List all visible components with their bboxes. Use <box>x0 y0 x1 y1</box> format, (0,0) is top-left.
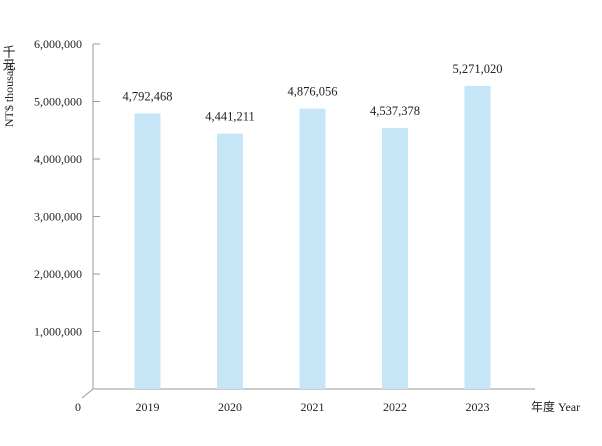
x-axis-title: 年度 Year <box>531 399 580 414</box>
y-tick-label: 0 <box>75 400 81 414</box>
y-tick-label: 5,000,000 <box>34 95 82 109</box>
bar-2020 <box>217 133 243 389</box>
y-tick-labels: 0 1,000,000 2,000,000 3,000,000 4,000,000 5,0… <box>34 37 82 414</box>
bar-2022 <box>382 128 408 389</box>
x-tick-labels: 2019 2020 2021 2022 2023 <box>136 400 490 414</box>
y-tick-label: 6,000,000 <box>34 37 82 51</box>
bar-2023 <box>464 85 491 389</box>
data-label-2019: 4,792,468 <box>123 89 173 103</box>
x-tick-label-2023: 2023 <box>466 400 490 414</box>
x-tick-label-2022: 2022 <box>383 400 407 414</box>
y-axis-title: NT$ thousand <box>2 59 16 127</box>
x-tick-label-2020: 2020 <box>218 400 242 414</box>
data-label-2023: 5,271,020 <box>453 62 503 76</box>
x-axis <box>81 388 535 399</box>
x-tick-label-2019: 2019 <box>136 400 160 414</box>
data-label-2022: 4,537,378 <box>370 104 420 118</box>
data-label-2021: 4,876,056 <box>288 85 338 99</box>
x-tick-label-2021: 2021 <box>301 400 325 414</box>
y-tick-label: 3,000,000 <box>34 210 82 224</box>
y-tick-marks <box>93 43 100 332</box>
data-labels: 4,792,468 4,441,211 4,876,056 4,537,378 5,27… <box>123 62 503 124</box>
data-label-2020: 4,441,211 <box>205 110 255 124</box>
bars <box>134 85 491 390</box>
y-tick-label: 4,000,000 <box>34 152 82 166</box>
bar-2021 <box>299 108 326 390</box>
y-tick-label: 2,000,000 <box>34 267 82 281</box>
y-axis-unit-cjk: 千元 <box>1 45 16 72</box>
bar-2019 <box>134 113 161 389</box>
y-tick-label: 1,000,000 <box>34 325 82 339</box>
x-axis-corner-mark <box>81 388 94 399</box>
